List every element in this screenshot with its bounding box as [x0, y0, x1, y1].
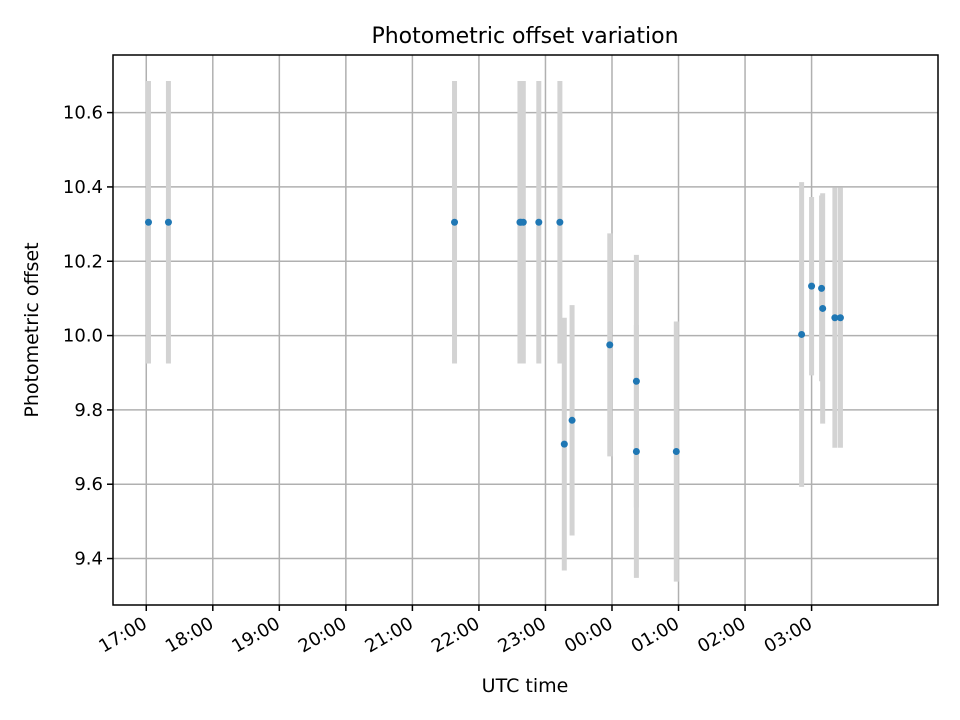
y-tick-label: 9.6	[74, 474, 103, 495]
y-tick-label: 10.2	[63, 251, 103, 272]
y-tick-label: 9.8	[74, 400, 103, 421]
y-axis-label: Photometric offset	[21, 242, 43, 417]
y-tick-label: 10.0	[63, 326, 103, 347]
data-point	[560, 440, 568, 448]
data-point	[831, 314, 839, 322]
data-point	[808, 282, 816, 290]
data-point	[606, 341, 614, 349]
y-tick-label: 10.4	[63, 177, 103, 198]
data-point	[519, 218, 527, 226]
data-point	[568, 416, 576, 424]
data-point	[798, 330, 806, 338]
data-point	[819, 304, 827, 312]
data-point	[451, 218, 459, 226]
data-point	[144, 218, 152, 226]
point-layer	[144, 218, 844, 456]
data-point	[836, 314, 844, 322]
data-point	[672, 448, 680, 456]
y-tick-label: 9.4	[74, 549, 103, 570]
data-point	[632, 448, 640, 456]
y-tick-label: 10.6	[63, 103, 103, 124]
chart-title: Photometric offset variation	[371, 24, 678, 49]
data-point	[164, 218, 172, 226]
data-point	[535, 218, 543, 226]
x-axis-label: UTC time	[482, 675, 569, 697]
data-point	[632, 377, 640, 385]
data-point	[818, 284, 826, 292]
plot-frame	[112, 54, 939, 606]
data-point	[556, 218, 564, 226]
